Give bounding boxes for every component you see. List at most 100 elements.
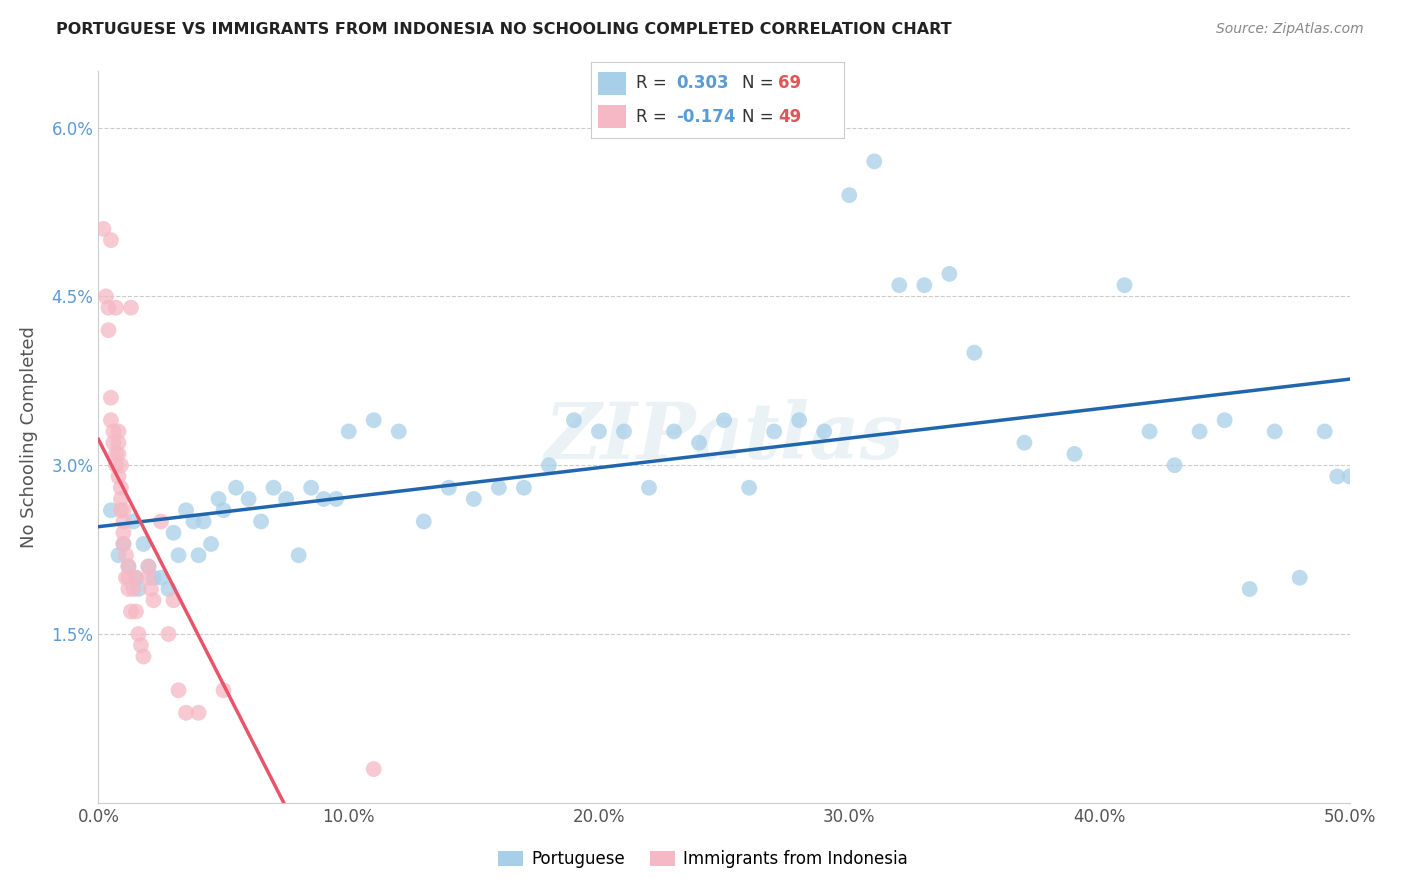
Point (838, 188, 860, 202)
Bar (598, 105, 626, 128)
Point (125, 605, 148, 619)
Point (122, 515, 145, 529)
Point (132, 537, 155, 551)
Point (562, 413, 585, 427)
Point (388, 425, 411, 439)
Text: 0.303: 0.303 (676, 74, 730, 92)
Point (513, 481, 536, 495)
Point (150, 515, 173, 529)
Point (200, 537, 222, 551)
Point (125, 571, 148, 585)
Point (713, 413, 735, 427)
Point (132, 649, 155, 664)
Point (187, 706, 209, 720)
Point (117, 582, 139, 596)
Point (1264, 425, 1286, 439)
Point (112, 525, 135, 540)
Point (125, 571, 148, 585)
Point (1239, 582, 1261, 596)
Text: PORTUGUESE VS IMMIGRANTS FROM INDONESIA NO SCHOOLING COMPLETED CORRELATION CHART: PORTUGUESE VS IMMIGRANTS FROM INDONESIA … (56, 22, 952, 37)
Point (1063, 447, 1085, 461)
Point (174, 706, 197, 720)
Point (193, 515, 215, 529)
Point (337, 425, 360, 439)
Point (363, 762, 385, 776)
Point (142, 593, 165, 607)
Point (138, 559, 160, 574)
Point (104, 447, 127, 461)
Point (110, 503, 132, 517)
Point (139, 582, 162, 596)
Point (174, 503, 197, 517)
Point (187, 548, 209, 562)
Point (212, 503, 235, 517)
Point (299, 481, 322, 495)
Point (127, 627, 149, 641)
Point (107, 548, 129, 562)
Point (588, 425, 610, 439)
Point (115, 548, 138, 562)
Bar (598, 71, 626, 95)
Point (238, 491, 260, 506)
Point (112, 515, 135, 529)
Point (167, 683, 190, 698)
Point (100, 233, 122, 247)
Point (1313, 425, 1336, 439)
Point (112, 503, 135, 517)
Point (94, 289, 117, 303)
Point (120, 605, 142, 619)
Point (938, 267, 960, 281)
Point (117, 571, 139, 585)
Point (688, 435, 710, 450)
Text: N =: N = (742, 108, 779, 126)
Point (325, 491, 347, 506)
Point (437, 481, 460, 495)
Point (1114, 278, 1136, 293)
Point (103, 435, 125, 450)
Point (1188, 425, 1211, 439)
Point (863, 154, 886, 169)
Text: R =: R = (636, 74, 672, 92)
Point (1339, 469, 1361, 483)
Text: ZIPatlas: ZIPatlas (544, 399, 904, 475)
Point (363, 413, 385, 427)
Text: -0.174: -0.174 (676, 108, 737, 126)
Point (263, 481, 285, 495)
Point (274, 491, 298, 506)
Point (889, 278, 911, 293)
Point (157, 627, 180, 641)
Point (97, 323, 120, 337)
Point (142, 571, 165, 585)
Point (104, 458, 127, 473)
Point (638, 481, 661, 495)
Point (122, 582, 145, 596)
Point (613, 425, 636, 439)
Point (212, 683, 235, 698)
Point (1288, 571, 1310, 585)
Text: N =: N = (742, 74, 779, 92)
Y-axis label: No Schooling Completed: No Schooling Completed (20, 326, 38, 548)
Point (963, 345, 986, 359)
Point (250, 515, 273, 529)
Text: 49: 49 (778, 108, 801, 126)
Point (110, 481, 132, 495)
Point (97, 301, 120, 315)
Point (104, 301, 127, 315)
Point (738, 481, 761, 495)
Point (107, 435, 129, 450)
Point (1163, 458, 1185, 473)
Point (813, 425, 835, 439)
Point (1213, 413, 1236, 427)
Point (93, 222, 115, 236)
Point (103, 425, 125, 439)
Point (157, 582, 180, 596)
Point (112, 537, 135, 551)
Point (1014, 435, 1036, 450)
Point (107, 425, 129, 439)
Point (912, 278, 935, 293)
Point (787, 413, 810, 427)
Point (107, 469, 129, 483)
Point (127, 582, 149, 596)
Point (537, 458, 560, 473)
Point (150, 571, 173, 585)
